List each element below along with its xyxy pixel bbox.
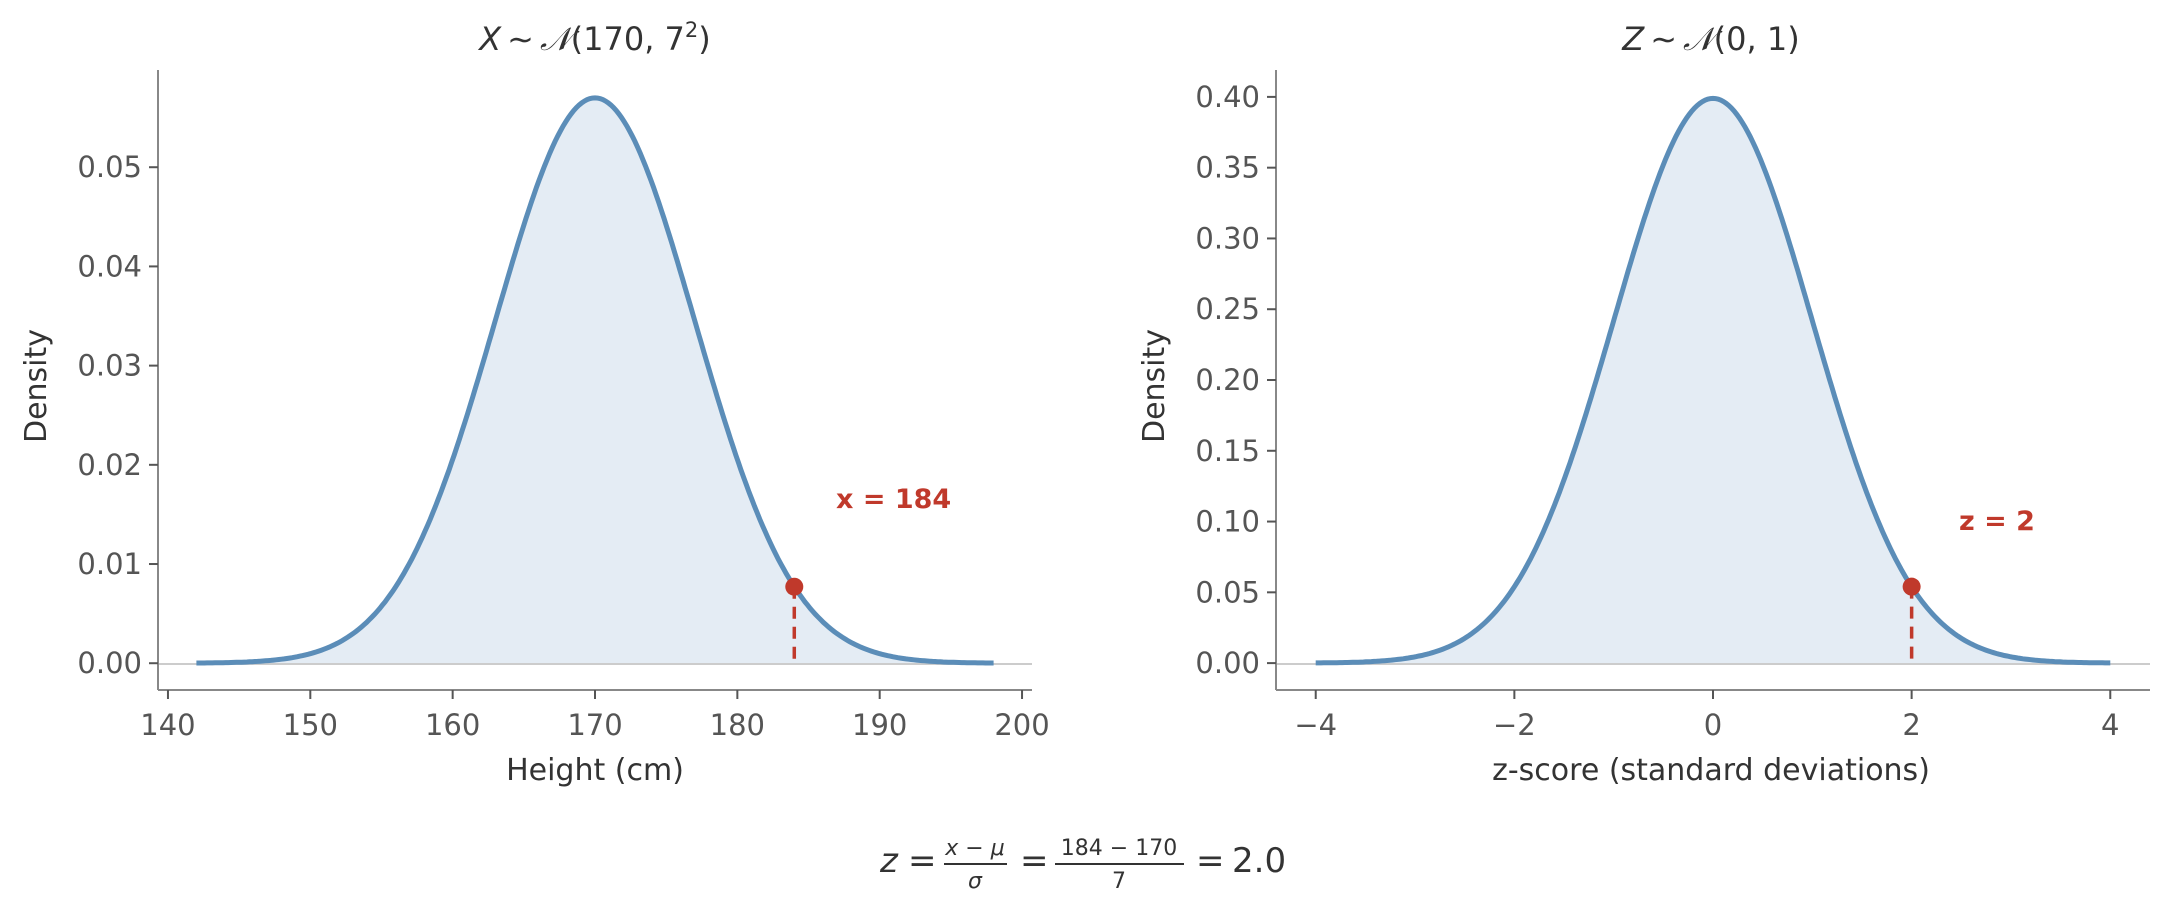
x-tick-label: 0 bbox=[1704, 708, 1722, 742]
x-tick-label: 170 bbox=[567, 708, 622, 742]
left-y-ticks: 0.00 0.01 0.02 0.03 0.04 0.05 bbox=[77, 150, 158, 680]
y-tick-label: 0.03 bbox=[77, 349, 142, 383]
y-tick-label: 0.40 bbox=[1195, 80, 1260, 114]
y-tick-label: 0.01 bbox=[77, 547, 142, 581]
x-tick-label: 4 bbox=[2101, 708, 2119, 742]
y-tick-label: 0.30 bbox=[1195, 221, 1260, 255]
x-tick-label: 140 bbox=[140, 708, 195, 742]
formula-denominator-symbolic: σ bbox=[968, 869, 983, 894]
x-tick-label: 180 bbox=[710, 708, 765, 742]
y-tick-label: 0.15 bbox=[1195, 434, 1260, 468]
y-tick-label: 0.05 bbox=[1195, 575, 1260, 609]
left-annotation: x = 184 bbox=[836, 484, 951, 515]
left-curve-fill bbox=[196, 97, 994, 664]
right-x-axis-label: z-score (standard deviations) bbox=[1492, 753, 1930, 788]
y-tick-label: 0.04 bbox=[77, 249, 142, 283]
left-x-ticks: 140 150 160 170 180 190 200 bbox=[140, 690, 1050, 742]
x-tick-label: 150 bbox=[283, 708, 338, 742]
formula-numerator-symbolic: x − μ bbox=[944, 836, 1004, 861]
left-y-axis-label: Density bbox=[19, 329, 54, 443]
left-marker-point bbox=[785, 577, 804, 596]
left-x-axis-label: Height (cm) bbox=[506, 753, 684, 788]
right-marker-point bbox=[1902, 577, 1921, 596]
formula-equals-2: = bbox=[1020, 841, 1049, 881]
formula-z: z bbox=[879, 841, 899, 881]
x-tick-label: 2 bbox=[1902, 708, 1920, 742]
y-tick-label: 0.05 bbox=[77, 150, 142, 184]
right-pdf-curve bbox=[1315, 95, 2111, 666]
right-y-axis-label: Density bbox=[1137, 329, 1172, 443]
right-chart-title: Z ∼ 𝒩(0, 1) bbox=[1621, 20, 1799, 58]
right-x-ticks: −4 −2 0 2 4 bbox=[1294, 690, 2119, 742]
y-tick-label: 0.25 bbox=[1195, 292, 1260, 326]
left-chart-title: X ∼ 𝒩(170, 72) bbox=[477, 18, 711, 58]
y-tick-label: 0.00 bbox=[1195, 646, 1260, 680]
x-tick-label: −4 bbox=[1294, 708, 1337, 742]
formula-denominator-numeric: 7 bbox=[1112, 869, 1126, 894]
formula-numerator-numeric: 184 − 170 bbox=[1061, 836, 1177, 861]
x-tick-label: −2 bbox=[1493, 708, 1536, 742]
x-tick-label: 200 bbox=[994, 708, 1049, 742]
y-tick-label: 0.00 bbox=[77, 646, 142, 680]
y-tick-label: 0.20 bbox=[1195, 363, 1260, 397]
formula-equals-1: = bbox=[908, 841, 937, 881]
formula-equals-3: = bbox=[1196, 841, 1225, 881]
left-pdf-curve bbox=[196, 95, 994, 666]
x-tick-label: 160 bbox=[425, 708, 480, 742]
right-curve-fill bbox=[1315, 98, 2111, 664]
formula-result: 2.0 bbox=[1232, 841, 1286, 881]
right-panel: z = 2 0.000.050.100.150.200.250.300.350.… bbox=[1137, 20, 2150, 788]
right-y-ticks: 0.00 0.05 0.10 0.15 0.20 0.25 0.30 0.35 0.40 bbox=[1195, 80, 1276, 680]
left-panel: x = 184 0.000.010.020.030.040.05 140 150 1… bbox=[19, 18, 1050, 788]
y-tick-label: 0.35 bbox=[1195, 151, 1260, 185]
y-tick-label: 0.02 bbox=[77, 448, 142, 482]
z-score-formula: z = x − μ σ = 184 − 170 7 = 2.0 bbox=[879, 836, 1286, 894]
right-annotation: z = 2 bbox=[1959, 506, 2035, 537]
y-tick-label: 0.10 bbox=[1195, 505, 1260, 539]
x-tick-label: 190 bbox=[852, 708, 907, 742]
